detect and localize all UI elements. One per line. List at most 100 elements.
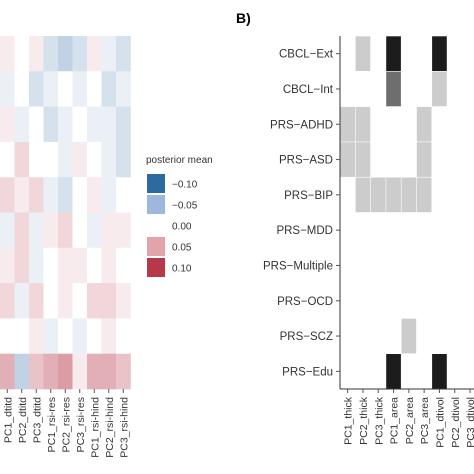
heat-b-cell (386, 354, 401, 389)
x-tick-label: PC1_thick (343, 396, 355, 445)
heat-b-cell (355, 36, 371, 71)
heat-a-cell (87, 318, 102, 354)
heat-a-cell (101, 283, 117, 319)
heat-a-cell (0, 283, 15, 319)
x-tick-label: PC2_area (404, 397, 416, 444)
y-tick-label: PRS−ADHD (270, 119, 333, 131)
heat-a-cell (29, 71, 44, 107)
heat-a-cell (116, 141, 131, 178)
panel-a-x-ticks: PC1_dtitd PC2_dtitd PC3_dtitd PC1_rsi-res PC… (2, 389, 130, 458)
legend-label: −0.10 (172, 180, 198, 191)
heat-a-cell (72, 283, 88, 319)
heat-a-cell (43, 141, 59, 178)
heat-a-cell (72, 141, 88, 178)
heat-a-cell (58, 141, 73, 178)
heat-a-cell (72, 353, 88, 390)
heat-a-cell (72, 177, 88, 213)
heat-a-cell (14, 247, 30, 284)
heat-a-cell (0, 353, 15, 390)
heat-b-cell (340, 142, 355, 177)
heat-a-cell (72, 212, 88, 249)
heat-b-cell (355, 142, 371, 177)
heat-a-cell (101, 36, 117, 72)
heat-a-cell (43, 318, 59, 354)
heat-a-cell (14, 141, 30, 178)
heat-a-cell (116, 106, 131, 143)
heat-a-cell (0, 141, 15, 178)
y-tick-label: PRS−OCD (277, 296, 333, 308)
x-tick-label: PC3_area (419, 397, 431, 444)
heat-a-cell (14, 283, 30, 319)
panel-b-label: B) (236, 10, 251, 26)
x-tick-label: PC1_area (389, 397, 401, 444)
heat-a-cell (0, 318, 15, 354)
x-tick-label: PC3_thick (373, 396, 385, 445)
heat-a-cell (72, 106, 88, 143)
heat-a-cell (87, 177, 102, 213)
legend-label: 0.10 (172, 264, 192, 275)
heat-b-cell (432, 354, 447, 389)
heat-a-cell (72, 318, 88, 354)
heat-a-cell (29, 177, 44, 213)
heat-a-cell (58, 71, 73, 107)
heat-a-cell (14, 318, 30, 354)
heat-a-cell (14, 106, 30, 143)
heat-b-cell (432, 36, 447, 71)
heat-a-cell (14, 353, 30, 390)
legend-swatch (147, 195, 165, 214)
heat-a-cell (101, 106, 117, 143)
heat-a-cell (43, 177, 59, 213)
heat-b-cell (386, 36, 401, 71)
heat-a-cell (43, 353, 59, 390)
heat-b-cell (416, 106, 432, 142)
heat-a-cell (29, 283, 44, 319)
y-tick-label: PRS−Edu (282, 366, 333, 378)
x-tick-label: PC2_rsi-hind (104, 397, 116, 458)
heat-a-cell (58, 283, 73, 319)
x-tick-label: PC2_dtivol (450, 397, 462, 448)
heat-a-cell (58, 212, 73, 249)
heat-a-cell (58, 177, 73, 213)
heat-a-cell (58, 106, 73, 143)
heat-a-cell (43, 71, 59, 107)
heat-a-cell (43, 247, 59, 284)
heat-a-cell (101, 318, 117, 354)
legend-title: posterior mean (146, 155, 213, 166)
x-tick-label: PC3_rsi-res (75, 397, 87, 452)
heat-a-cell (87, 212, 102, 249)
heat-a-cell (116, 36, 131, 72)
x-tick-label: PC1_dtivol (434, 397, 446, 448)
heat-a-cell (14, 71, 30, 107)
panel-b-axes: CBCL−Ext CBCL−Int PRS−ADHD PRS−ASD PRS−BIP PR… (263, 36, 474, 448)
heat-b-cell (432, 71, 447, 107)
heat-a-cell (87, 71, 102, 107)
heat-b-cell (355, 106, 371, 142)
panel-a-heatmap (0, 36, 131, 390)
heat-a-cell (29, 247, 44, 284)
heat-a-cell (43, 36, 59, 72)
heat-a-cell (87, 36, 102, 72)
x-tick-label: PC3_dtitd (31, 397, 43, 443)
heat-b-cell (401, 177, 417, 213)
heat-a-cell (0, 106, 15, 143)
heat-a-cell (0, 247, 15, 284)
heat-b-cell (401, 318, 417, 354)
heat-a-cell (101, 71, 117, 107)
heat-a-cell (101, 177, 117, 213)
heat-b-cell (416, 177, 432, 213)
legend-label: −0.05 (172, 201, 198, 212)
heat-a-cell (116, 71, 131, 107)
y-tick-label: PRS−BIP (284, 190, 333, 202)
heat-a-cell (29, 106, 44, 143)
heat-a-cell (116, 283, 131, 319)
heat-a-cell (58, 353, 73, 390)
x-tick-label: PC1_dtitd (2, 397, 14, 443)
heat-a-cell (72, 36, 88, 72)
x-tick-label: PC2_dtitd (17, 397, 29, 443)
x-tick-label: PC2_thick (358, 396, 370, 445)
x-tick-label: PC1_rsi-hind (89, 397, 101, 458)
heat-a-cell (101, 353, 117, 390)
x-tick-label: PC3_rsi-hind (118, 397, 130, 458)
heat-a-cell (116, 177, 131, 213)
legend-swatch (147, 237, 165, 256)
